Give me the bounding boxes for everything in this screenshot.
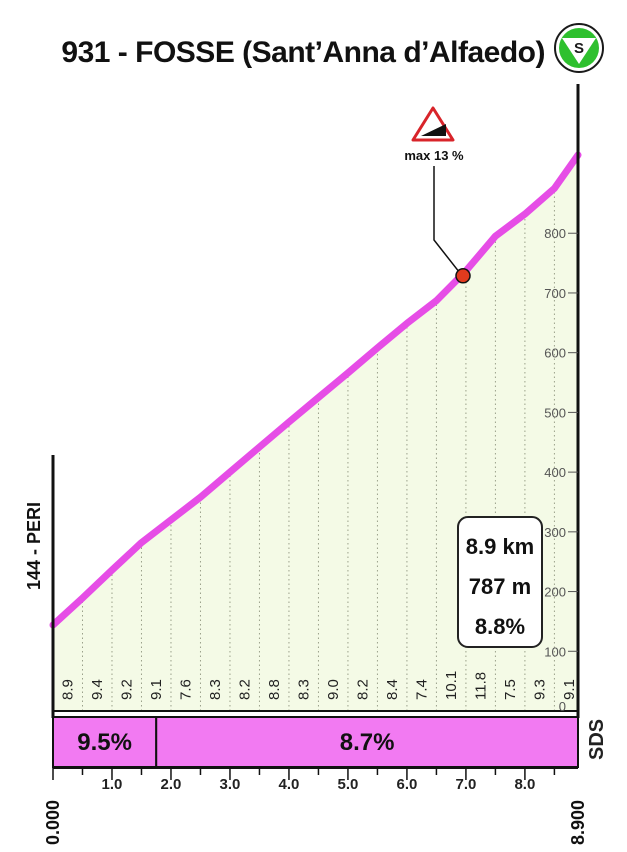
gradient-segment (155, 716, 579, 768)
gradient-labels: 8.9 9.4 9.2 9.1 7.6 8.3 8.2 8.8 8.3 9.0 8.2 8.4 7.4 1… (60, 671, 579, 700)
gradient-segments: 9.5% 8.7% (52, 716, 579, 768)
x-tick-label: 5.0 (338, 776, 359, 793)
gradient-label: 9.2 (119, 679, 136, 700)
profile-series-line (49, 151, 582, 629)
x-tick-label-end: 0.000 (43, 800, 63, 845)
y-tick-label: 400 (544, 465, 566, 480)
gradient-label: 7.4 (414, 679, 431, 700)
segment-gradient-label: 9.5% (77, 729, 132, 756)
segment-gradient-label: 8.7% (340, 729, 395, 756)
x-tick-label: 6.0 (397, 776, 418, 793)
stat-distance: 8.9 km (466, 534, 535, 559)
gradient-label: 7.5 (502, 679, 519, 700)
x-tick-label: 8.0 (514, 776, 535, 793)
y-tick-label: 800 (544, 226, 566, 241)
stat-elevation-gain: 787 m (469, 574, 531, 599)
x-tick-label-end: 8.900 (568, 800, 588, 845)
profile-line (49, 151, 582, 629)
gradient-label: 9.0 (325, 679, 342, 700)
y-tick-label: 600 (544, 346, 566, 361)
gradient-label: 8.3 (207, 679, 224, 700)
x-axis-ticks: 0.000 1.0 2.0 3.0 4.0 5.0 6.0 7.0 8.0 8.900 (43, 767, 588, 845)
y-tick-label: 200 (544, 585, 566, 600)
badge-letter: S (574, 40, 584, 57)
max-gradient-callout: max 13 % (404, 106, 471, 284)
stat-avg-gradient: 8.8% (475, 614, 525, 639)
sds-logo: SDS (586, 719, 608, 760)
gradient-label: 7.6 (178, 679, 195, 700)
y-axis-ticks: 100 200 300 400 500 600 700 800 0 (544, 226, 578, 714)
gradient-label: 8.9 (60, 679, 77, 700)
page-title: 931 - FOSSE (Sant’Anna d’Alfaedo) (61, 36, 545, 69)
gradient-label: 8.2 (237, 679, 254, 700)
x-tick-label: 7.0 (455, 776, 476, 793)
gradient-label: 8.8 (266, 679, 283, 700)
gradient-label: 9.3 (532, 679, 549, 700)
x-tick-label: 4.0 (279, 776, 300, 793)
start-label: 144 - PERI (24, 502, 44, 590)
gradient-label: 9.1 (148, 679, 165, 700)
gradient-label: 9.1 (561, 679, 578, 700)
max-gradient-marker (455, 268, 471, 284)
y-tick-label: 700 (544, 286, 566, 301)
gradient-label: 8.4 (384, 679, 401, 700)
max-gradient-label: max 13 % (404, 148, 464, 163)
gradient-label: 10.1 (443, 671, 460, 700)
y-tick-label: 500 (544, 405, 566, 420)
steep-slope-icon (421, 124, 446, 136)
gradient-label: 8.2 (355, 679, 372, 700)
gradient-label: 8.3 (296, 679, 313, 700)
y-tick-label: 300 (544, 525, 566, 540)
category-badge-icon: S (554, 23, 604, 73)
y-tick-label: 100 (544, 644, 566, 659)
stats-box: 8.9 km 787 m 8.8% (457, 516, 543, 648)
y-tick-zero: 0 (559, 699, 566, 714)
x-tick-label: 3.0 (220, 776, 241, 793)
x-tick-label: 1.0 (102, 776, 123, 793)
x-tick-label: 2.0 (161, 776, 182, 793)
gradient-label: 11.8 (473, 672, 490, 700)
gradient-label: 9.4 (89, 679, 106, 700)
